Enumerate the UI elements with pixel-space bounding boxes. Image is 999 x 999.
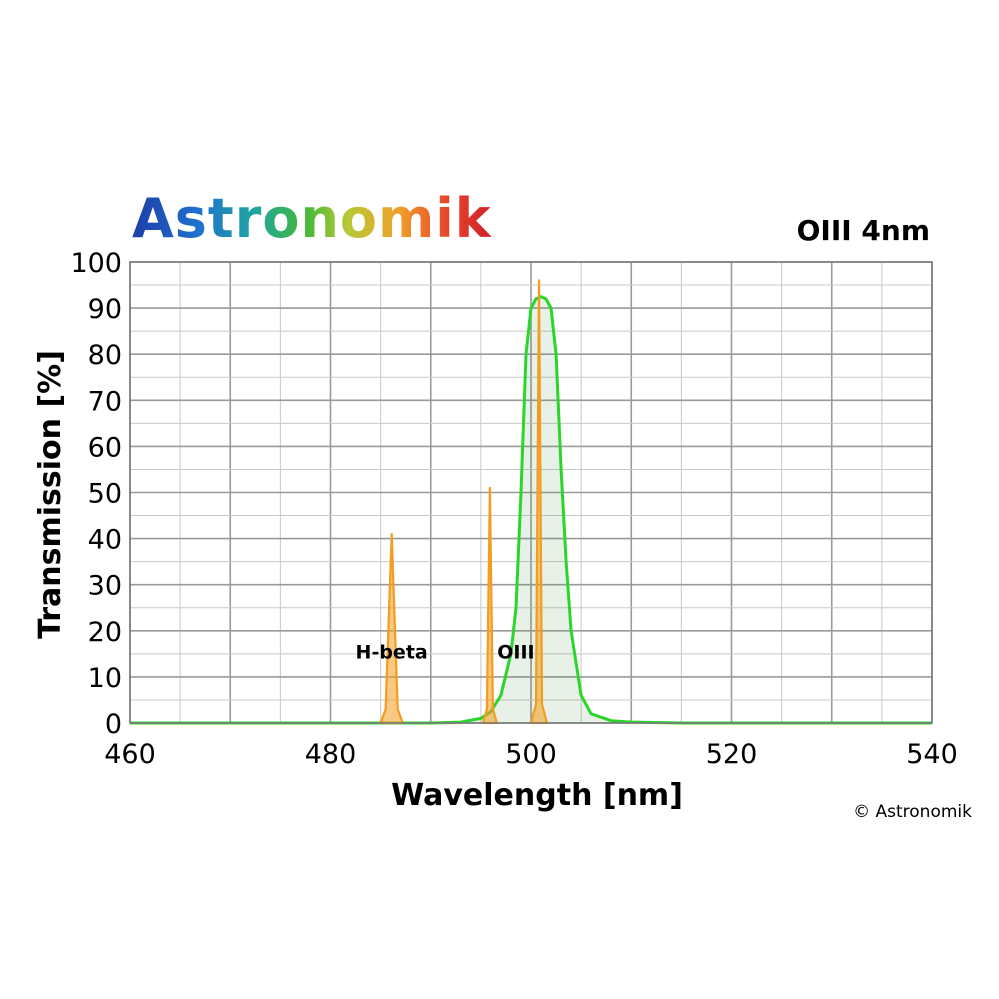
series-layer [130,279,932,725]
y-axis-label: Transmission [%] [33,350,68,639]
y-tick-label: 80 [88,340,122,371]
x-axis-label: Wavelength [nm] [391,778,683,813]
brand-name: Astronomik [132,187,492,250]
y-tick-label: 50 [88,479,122,510]
y-tick-label: 70 [88,386,122,417]
x-tick-label: 540 [906,739,958,770]
copyright-notice: © Astronomik [853,802,972,822]
y-tick-label: 40 [88,525,122,556]
plot-frame [129,261,933,724]
y-tick-label: 60 [88,432,122,463]
y-tick-label: 10 [88,663,122,694]
x-tick-label: 520 [706,739,758,770]
annotation-label: OIII [497,641,534,663]
brand-logo: Astronomik [132,192,492,246]
y-tick-label: 90 [88,294,122,325]
y-tick-label: 0 [105,709,122,740]
y-tick-label: 100 [70,248,122,279]
x-tick-label: 460 [104,739,156,770]
emission-line-2 [481,486,498,725]
axes: 0 10 20 30 40 50 60 70 80 90 100 460 480 500 520 540 Wav… [33,248,958,813]
y-tick-label: 20 [88,617,122,648]
x-tick-label: 500 [505,739,557,770]
emission-line-1 [379,532,404,725]
x-tick-label: 480 [305,739,357,770]
transmission-curve-fill [130,296,932,723]
annotation-label: H-beta [356,641,428,663]
y-tick-label: 30 [88,571,122,602]
product-title: OIII 4nm [796,214,930,247]
